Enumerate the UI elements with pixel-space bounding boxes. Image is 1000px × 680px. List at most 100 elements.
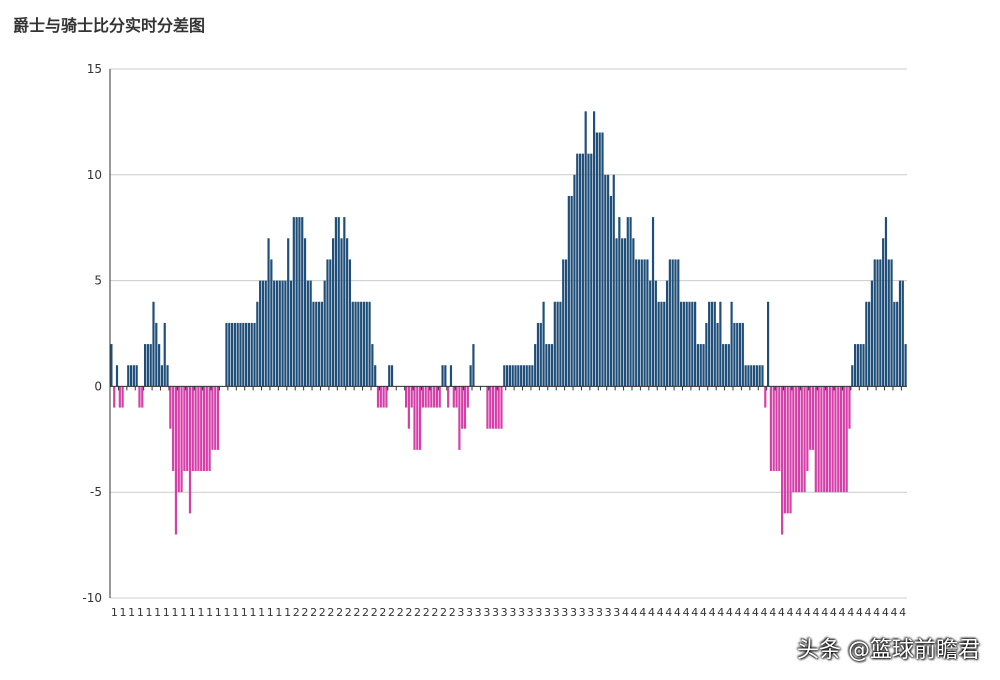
bar-positive <box>230 322 234 387</box>
bar-negative <box>118 386 121 408</box>
x-tick-label: 1 <box>154 606 161 619</box>
bar-positive <box>882 238 885 387</box>
x-tick-label: 4 <box>839 606 846 619</box>
bar-positive <box>766 301 770 387</box>
bar-positive <box>351 301 354 387</box>
bar-positive <box>110 344 113 387</box>
bar-negative <box>500 386 503 429</box>
bar-positive <box>691 301 694 387</box>
bar-positive <box>511 365 514 387</box>
bar-positive <box>629 217 632 387</box>
x-tick-label: 3 <box>492 606 499 619</box>
x-tick-label: 4 <box>639 606 646 619</box>
bar-positive <box>893 301 896 387</box>
bar-positive <box>522 365 526 387</box>
bar-negative <box>141 386 144 408</box>
x-tick-label: 4 <box>709 606 716 619</box>
bar-positive <box>621 238 624 387</box>
bar-positive <box>851 365 854 387</box>
bar-negative <box>430 386 433 408</box>
bar-positive <box>278 280 281 387</box>
bar-positive <box>688 301 691 387</box>
x-tick-label: 1 <box>232 606 239 619</box>
bar-negative <box>786 386 789 514</box>
bar-positive <box>887 259 890 387</box>
bar-positive <box>326 259 329 387</box>
bar-positive <box>236 322 239 387</box>
source-credit: 头条 @篮球前瞻君 <box>797 638 980 663</box>
bar-positive <box>261 280 265 387</box>
x-tick-label: 2 <box>431 606 438 619</box>
bar-positive <box>595 132 598 387</box>
x-tick-label: 1 <box>206 606 213 619</box>
bar-positive <box>637 259 641 387</box>
bar-negative <box>427 386 430 408</box>
bar-positive <box>520 365 523 387</box>
x-tick-label: 2 <box>423 606 430 619</box>
bar-positive <box>343 217 346 387</box>
x-tick-label: 2 <box>397 606 404 619</box>
bar-positive <box>247 322 251 387</box>
bar-positive <box>865 301 868 387</box>
bar-positive <box>472 344 475 387</box>
bar-positive <box>514 365 517 387</box>
bar-positive <box>508 365 511 387</box>
bar-negative <box>438 386 441 408</box>
x-tick-label: 3 <box>544 606 551 619</box>
bar-positive <box>298 217 301 387</box>
x-tick-label: 4 <box>717 606 724 619</box>
bar-negative <box>839 386 843 493</box>
bar-positive <box>587 153 590 387</box>
x-tick-label: 3 <box>561 606 568 619</box>
bar-negative <box>497 386 500 429</box>
bar-negative <box>814 386 817 493</box>
bar-positive <box>752 365 756 387</box>
bar-positive <box>884 217 888 387</box>
bar-negative <box>486 386 489 429</box>
x-tick-label: 3 <box>570 606 577 619</box>
bar-positive <box>615 238 618 387</box>
x-tick-label: 4 <box>882 606 889 619</box>
bar-positive <box>592 111 596 387</box>
bar-negative <box>188 386 192 514</box>
bar-positive <box>301 217 304 387</box>
x-tick-label: 4 <box>752 606 759 619</box>
x-tick-label: 3 <box>475 606 482 619</box>
bar-positive <box>573 174 576 387</box>
bar-positive <box>135 365 138 387</box>
x-tick-label: 4 <box>648 606 655 619</box>
bar-positive <box>758 365 761 387</box>
bar-positive <box>896 301 899 387</box>
bar-positive <box>129 365 133 387</box>
bar-positive <box>601 132 604 387</box>
bar-positive <box>542 301 545 387</box>
bar-negative <box>216 386 220 450</box>
bar-positive <box>340 238 343 387</box>
bar-negative <box>433 386 436 408</box>
bar-positive <box>259 280 262 387</box>
bar-negative <box>828 386 831 493</box>
bar-negative <box>413 386 416 450</box>
bar-positive <box>275 280 279 387</box>
bar-positive <box>374 365 377 387</box>
x-tick-label: 4 <box>657 606 664 619</box>
bar-negative <box>447 386 450 408</box>
bar-positive <box>710 301 714 387</box>
x-tick-label: 4 <box>761 606 768 619</box>
bar-positive <box>306 280 309 387</box>
bar-negative <box>494 386 497 429</box>
bar-positive <box>685 301 688 387</box>
bar-negative <box>764 386 767 408</box>
bar-positive <box>536 322 540 387</box>
bar-negative <box>797 386 801 493</box>
x-tick-label: 2 <box>405 606 412 619</box>
bar-negative <box>803 386 806 493</box>
bar-negative <box>407 386 410 429</box>
bar-positive <box>315 301 318 387</box>
bar-positive <box>623 238 627 387</box>
bar-negative <box>138 386 141 408</box>
x-tick-label: 1 <box>111 606 118 619</box>
bar-positive <box>348 259 352 387</box>
y-tick-label: 5 <box>94 274 102 288</box>
bar-negative <box>458 386 461 450</box>
